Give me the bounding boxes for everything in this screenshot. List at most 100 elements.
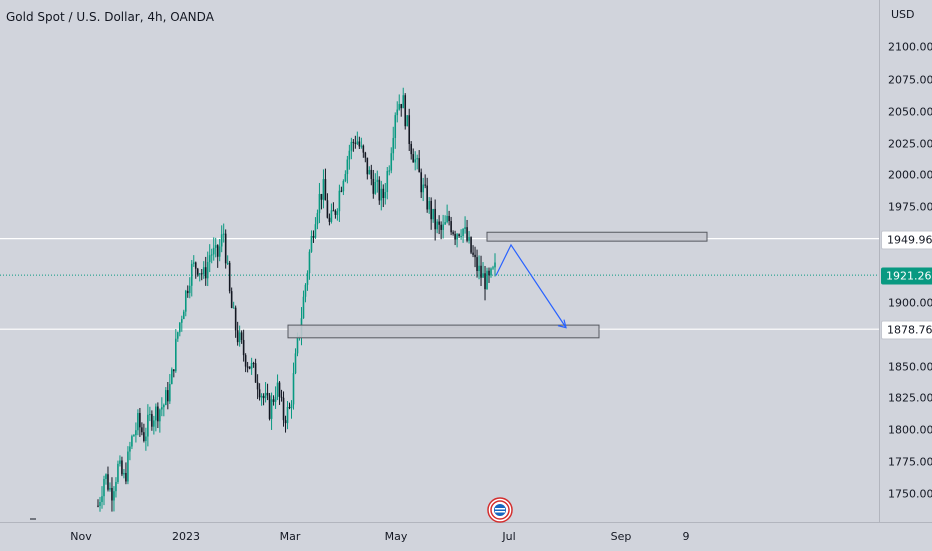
candle-body bbox=[180, 319, 183, 323]
candle-body bbox=[376, 179, 379, 182]
candle-body bbox=[306, 273, 309, 285]
candle-body bbox=[214, 245, 217, 248]
candle-body bbox=[386, 170, 389, 193]
candle-body bbox=[472, 252, 474, 255]
candle-body bbox=[400, 104, 403, 109]
candle-body bbox=[410, 143, 413, 155]
time-axis[interactable] bbox=[0, 522, 932, 551]
candle-body bbox=[418, 158, 420, 173]
candle-body bbox=[208, 255, 211, 262]
candle-body bbox=[422, 184, 424, 193]
candle-body bbox=[340, 190, 343, 192]
candle-body bbox=[322, 179, 325, 200]
y-tick-label: 2050.000 bbox=[888, 105, 932, 119]
us-flag-event-icon[interactable] bbox=[487, 497, 513, 523]
y-tick-label: 1800.000 bbox=[888, 423, 932, 437]
candle-body bbox=[356, 141, 359, 144]
candle-body bbox=[364, 152, 367, 158]
candle-body bbox=[212, 247, 215, 255]
candle-body bbox=[244, 355, 247, 367]
candle-body bbox=[204, 267, 207, 279]
candle-body bbox=[143, 432, 145, 441]
candle-body bbox=[480, 265, 482, 278]
x-tick-label: Mar bbox=[279, 530, 301, 543]
candle-body bbox=[192, 262, 195, 264]
candle-body bbox=[416, 158, 418, 160]
candle-body bbox=[107, 474, 109, 490]
candle-body bbox=[153, 420, 155, 427]
resistance-price-label: 1949.961 bbox=[881, 230, 932, 250]
candle-body bbox=[490, 268, 492, 276]
x-tick-label: Sep bbox=[610, 530, 632, 543]
candle-body bbox=[372, 178, 375, 194]
candle-body bbox=[450, 221, 452, 233]
candle-body bbox=[312, 236, 315, 238]
price-axis[interactable] bbox=[879, 0, 932, 522]
candle-body bbox=[228, 262, 231, 292]
y-tick-label: 1750.000 bbox=[888, 487, 932, 501]
candle-body bbox=[346, 159, 349, 175]
candle-body bbox=[484, 273, 486, 290]
candle-body bbox=[328, 217, 331, 222]
candle-body bbox=[488, 270, 490, 276]
candle-body bbox=[105, 474, 107, 479]
candle-body bbox=[236, 330, 239, 343]
candle-body bbox=[256, 382, 259, 390]
candle-body bbox=[139, 413, 141, 428]
candle-body bbox=[270, 399, 273, 419]
candle-body bbox=[428, 200, 430, 210]
candle-body bbox=[434, 208, 436, 230]
candle-body bbox=[200, 273, 203, 275]
candle-body bbox=[292, 373, 295, 405]
candle-body bbox=[159, 409, 161, 422]
candle-body bbox=[222, 233, 225, 235]
candle-body bbox=[101, 496, 103, 502]
candle-body bbox=[182, 311, 185, 320]
y-tick-label: 1850.000 bbox=[888, 360, 932, 374]
candle-body bbox=[446, 215, 448, 223]
candle-body bbox=[125, 473, 127, 482]
candle-body bbox=[468, 237, 470, 241]
candle-body bbox=[188, 285, 191, 294]
candle-body bbox=[151, 414, 153, 427]
x-tick-label: Jul bbox=[502, 530, 516, 543]
x-tick-label: 9 bbox=[682, 530, 690, 543]
candle-body bbox=[284, 420, 287, 424]
candle-body bbox=[165, 390, 167, 405]
candle-body bbox=[280, 396, 283, 398]
candle-body bbox=[278, 382, 281, 397]
candle-body bbox=[157, 406, 159, 422]
candle-body bbox=[206, 261, 209, 279]
candle-body bbox=[316, 213, 319, 225]
candle-body bbox=[246, 366, 249, 368]
candle-body bbox=[456, 234, 458, 240]
candle-body bbox=[250, 363, 253, 369]
candle-body bbox=[382, 188, 385, 198]
y-tick-label: 2025.000 bbox=[888, 137, 932, 151]
candle-body bbox=[378, 179, 381, 201]
candle-body bbox=[336, 211, 339, 215]
candle-body bbox=[390, 153, 393, 171]
candle-body bbox=[184, 290, 187, 312]
candle-body bbox=[254, 363, 257, 383]
candle-body bbox=[123, 473, 125, 475]
candle-body bbox=[344, 174, 347, 181]
candle-body bbox=[274, 396, 277, 402]
candle-body bbox=[290, 404, 293, 409]
candle-body bbox=[404, 95, 407, 127]
candle-body bbox=[420, 172, 422, 193]
support-price-label: 1878.768 bbox=[881, 320, 932, 340]
candle-body bbox=[442, 224, 444, 230]
candle-body bbox=[149, 414, 151, 416]
candle-body bbox=[109, 487, 111, 490]
candle-body bbox=[220, 234, 223, 247]
candle-body bbox=[426, 185, 428, 210]
y-tick-label: 1900.000 bbox=[888, 296, 932, 310]
chart-title: Gold Spot / U.S. Dollar, 4h, OANDA bbox=[6, 10, 214, 24]
candle-body bbox=[452, 232, 454, 234]
candle-body bbox=[424, 184, 426, 186]
candle-body bbox=[402, 95, 405, 109]
candle-body bbox=[288, 407, 291, 409]
